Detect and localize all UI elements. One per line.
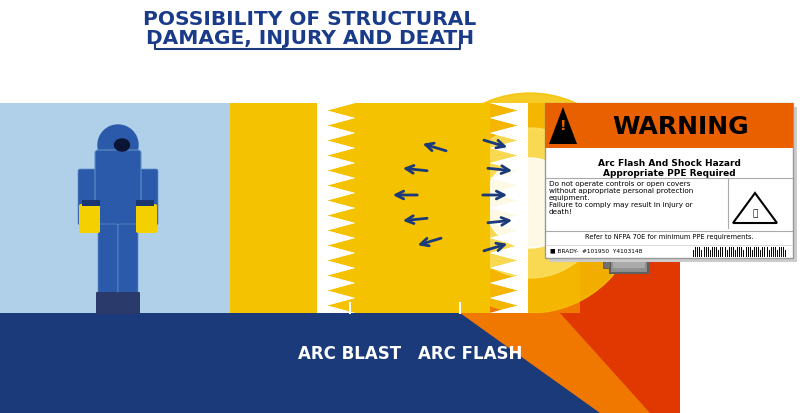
FancyBboxPatch shape — [134, 170, 158, 225]
Bar — [355, 104, 490, 313]
Bar — [545, 104, 793, 149]
Bar — [580, 104, 680, 313]
Text: 🔥: 🔥 — [752, 209, 758, 218]
Ellipse shape — [114, 140, 130, 152]
FancyBboxPatch shape — [95, 151, 141, 231]
Bar — [490, 104, 680, 313]
Text: Do not operate controls or open covers
without appropriate personal protection
e: Do not operate controls or open covers w… — [549, 180, 694, 214]
Text: ARC BLAST: ARC BLAST — [298, 344, 402, 362]
Bar — [613, 166, 645, 225]
Bar — [545, 104, 793, 259]
Bar — [0, 104, 680, 313]
Polygon shape — [733, 194, 777, 223]
Circle shape — [98, 126, 138, 166]
Bar — [549, 108, 797, 262]
Bar — [603, 154, 610, 268]
FancyBboxPatch shape — [136, 204, 157, 233]
Text: ARC FLASH: ARC FLASH — [418, 344, 522, 362]
Circle shape — [455, 129, 605, 278]
Bar — [136, 201, 154, 206]
Bar — [615, 185, 643, 204]
Circle shape — [485, 159, 575, 248]
Polygon shape — [317, 104, 355, 313]
FancyBboxPatch shape — [78, 170, 102, 225]
Bar — [603, 149, 648, 159]
Bar — [613, 228, 645, 268]
FancyBboxPatch shape — [79, 204, 100, 233]
Polygon shape — [460, 313, 680, 413]
FancyBboxPatch shape — [98, 224, 118, 300]
Text: WARNING: WARNING — [613, 114, 750, 138]
Bar — [230, 104, 510, 313]
Polygon shape — [0, 313, 680, 413]
Circle shape — [420, 94, 640, 313]
FancyBboxPatch shape — [118, 224, 138, 300]
Polygon shape — [490, 104, 528, 313]
Text: !: ! — [560, 119, 566, 133]
FancyBboxPatch shape — [118, 292, 140, 314]
Bar — [82, 201, 100, 206]
Polygon shape — [549, 108, 577, 145]
Polygon shape — [490, 104, 528, 313]
FancyBboxPatch shape — [96, 292, 118, 314]
Text: Refer to NFPA 70E for minimum PPE requirements.: Refer to NFPA 70E for minimum PPE requir… — [585, 233, 754, 240]
Polygon shape — [317, 104, 355, 313]
Polygon shape — [560, 313, 680, 413]
Text: ■ BRADY-  #101950  Y4103148: ■ BRADY- #101950 Y4103148 — [550, 247, 642, 252]
FancyBboxPatch shape — [610, 149, 648, 273]
Text: POSSIBILITY OF STRUCTURAL: POSSIBILITY OF STRUCTURAL — [143, 9, 477, 28]
Text: DAMAGE, INJURY AND DEATH: DAMAGE, INJURY AND DEATH — [146, 28, 474, 47]
Text: Arc Flash And Shock Hazard
Appropriate PPE Required: Arc Flash And Shock Hazard Appropriate P… — [598, 159, 741, 178]
